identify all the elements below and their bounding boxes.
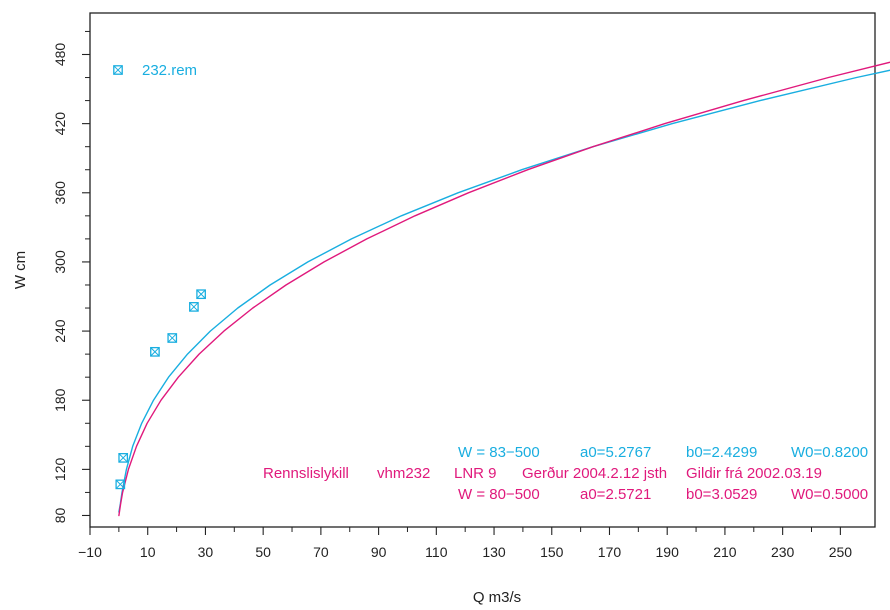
x-tick-label: 130 (482, 544, 506, 560)
x-tick-label: 110 (425, 544, 448, 560)
plot-frame (89, 12, 876, 528)
y-tick-label: 480 (52, 43, 68, 67)
x-tick-label: 250 (829, 544, 853, 560)
magenta-w0: W0=0.5000 (791, 486, 868, 503)
x-tick-label: 190 (656, 544, 680, 560)
x-tick-label: 210 (713, 544, 737, 560)
cyan-rating-curve (118, 69, 890, 513)
measurement-point (196, 289, 206, 300)
marker-cross-b (150, 347, 160, 357)
y-tick-label: 300 (52, 250, 68, 274)
marker-box (189, 302, 199, 312)
magenta-range: W = 80−500 (458, 486, 540, 503)
y-axis-ticks: 80 120 180 240 300 360 420 480 (52, 30, 90, 523)
x-tick-label: 50 (255, 544, 271, 560)
y-tick-label: 360 (52, 181, 68, 205)
x-axis-ticks: −10 10 30 50 70 90 110 130 150 170 190 210 230 250 (78, 527, 852, 560)
x-tick-label: 70 (313, 544, 329, 560)
y-tick-label: 180 (52, 388, 68, 412)
cyan-w0: W0=0.8200 (791, 444, 868, 461)
y-tick-label: 120 (52, 457, 68, 481)
measurement-point (167, 333, 178, 343)
cyan-curve-annotation: W = 83−500 a0=5.2767 b0=2.4299 W0=0.8200 (458, 444, 868, 461)
measurement-point (118, 453, 129, 463)
x-axis-title: Q m3/s (473, 589, 521, 606)
cyan-b0: b0=2.4299 (686, 444, 757, 461)
y-tick-label: 80 (52, 507, 68, 523)
magenta-title-lnr: LNR 9 (454, 465, 497, 482)
marker-box (150, 346, 160, 357)
magenta-title-made: Gerður 2004.2.12 jsth (522, 465, 667, 482)
x-tick-label: 150 (540, 544, 564, 560)
marker-cross-b (115, 479, 125, 489)
marker-box (113, 65, 123, 75)
magenta-b0: b0=3.0529 (686, 486, 757, 503)
legend-marker-icon (113, 65, 123, 75)
legend: 232.rem (113, 62, 197, 79)
measurement-point (150, 346, 160, 357)
magenta-title-station: vhm232 (377, 465, 430, 482)
series-layer (118, 61, 890, 517)
legend-label: 232.rem (142, 62, 197, 79)
marker-box (167, 333, 178, 343)
cyan-a0: a0=5.2767 (580, 444, 651, 461)
x-tick-label: −10 (78, 544, 102, 560)
y-axis-title: W cm (12, 251, 29, 289)
magenta-curve-title: Rennslislykill vhm232 LNR 9 Gerður 2004.… (263, 465, 822, 482)
y-tick-label: 420 (52, 112, 68, 136)
y-tick-label: 240 (52, 319, 68, 343)
x-tick-label: 170 (598, 544, 622, 560)
marker-box (115, 479, 126, 490)
measurement-point (189, 302, 199, 312)
marker-cross-b (113, 65, 123, 75)
cyan-range: W = 83−500 (458, 444, 540, 461)
marker-cross-b (189, 302, 199, 312)
marker-cross-b (196, 289, 206, 299)
marker-box (118, 453, 129, 463)
legend-marker-symbol (113, 65, 123, 75)
x-tick-label: 90 (371, 544, 387, 560)
marker-box (196, 289, 206, 300)
x-tick-label: 10 (140, 544, 156, 560)
marker-cross-b (118, 453, 128, 463)
x-tick-label: 30 (198, 544, 214, 560)
magenta-a0: a0=2.5721 (580, 486, 651, 503)
marker-cross-b (167, 333, 177, 343)
x-tick-label: 230 (771, 544, 795, 560)
measurement-point (115, 479, 126, 490)
magenta-title-valid: Gildir frá 2002.03.19 (686, 465, 822, 482)
measurement-markers (115, 289, 206, 490)
magenta-title-name: Rennslislykill (263, 465, 349, 482)
magenta-curve-annotation: W = 80−500 a0=2.5721 b0=3.0529 W0=0.5000 (458, 486, 868, 503)
magenta-rating-curve (118, 61, 890, 517)
